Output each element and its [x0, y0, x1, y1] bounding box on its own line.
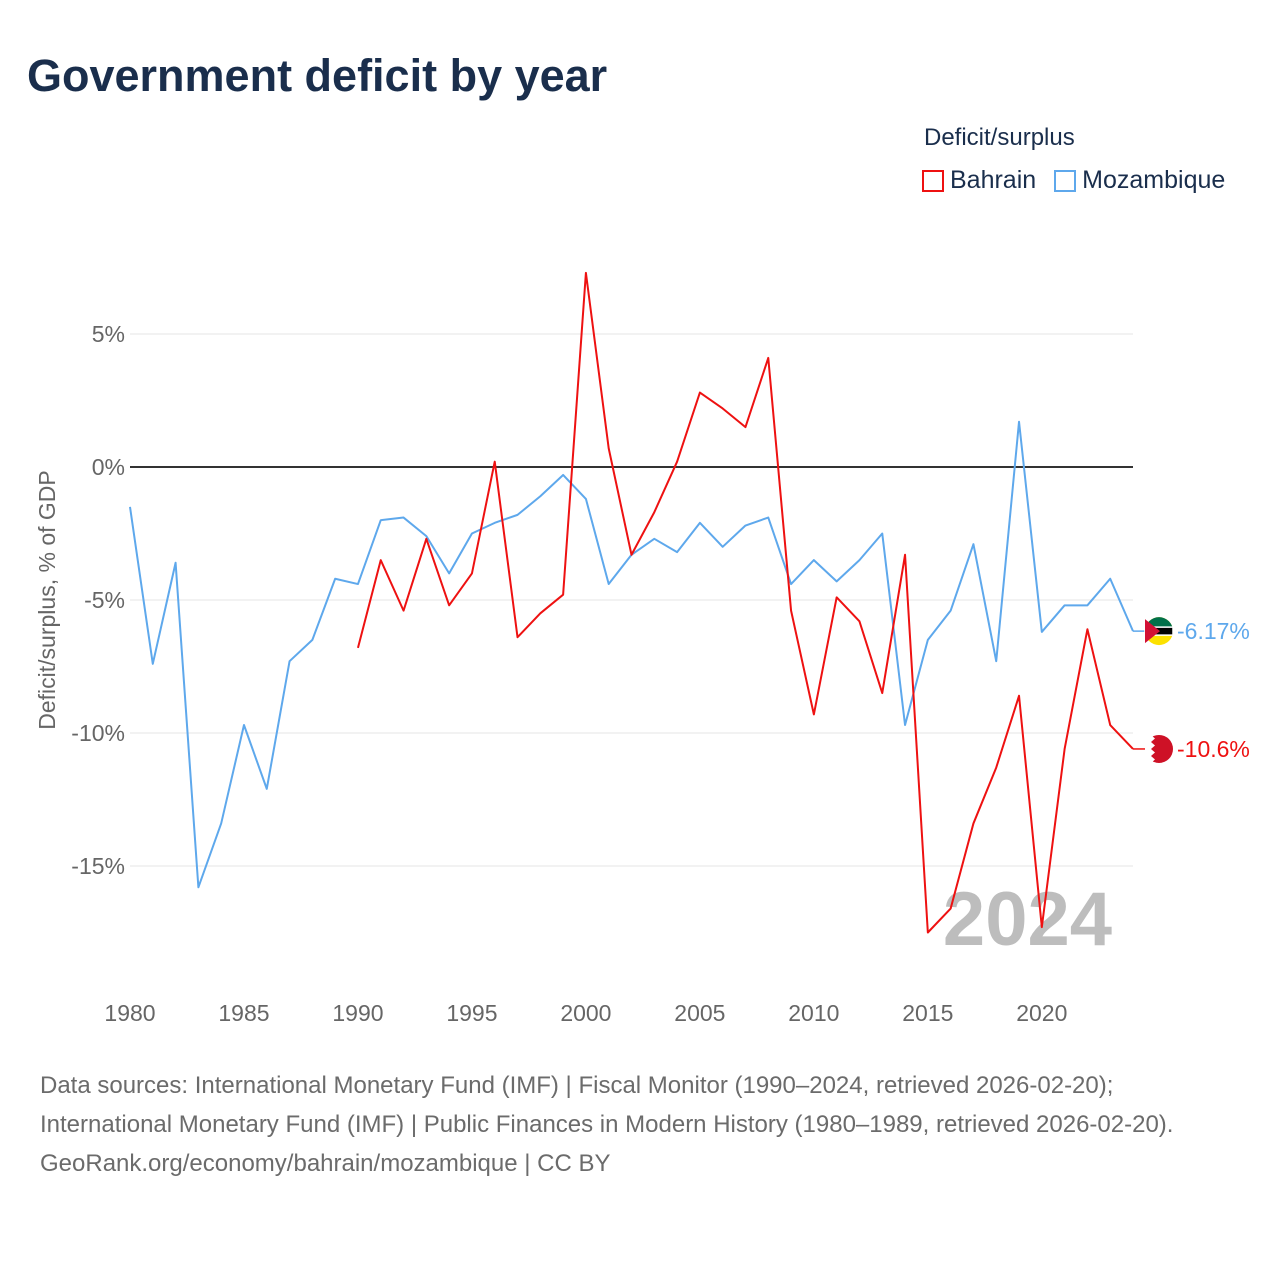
x-tick-label: 2000 [560, 1000, 611, 1026]
source-link[interactable]: GeoRank.org/economy/bahrain/mozambique |… [40, 1150, 611, 1177]
y-tick-label: -10% [71, 720, 125, 746]
legend: Bahrain Mozambique [922, 166, 1225, 195]
end-value-label-bahrain: -10.6% [1177, 736, 1250, 762]
chart-title: Government deficit by year [27, 50, 608, 101]
series-line-mozambique [129, 420, 1134, 889]
sources-text: Data sources: International Monetary Fun… [40, 1072, 1174, 1138]
y-axis-label: Deficit/surplus, % of GDP [34, 470, 60, 729]
end-value-label-mozambique: -6.17% [1177, 618, 1250, 644]
y-tick-label: -15% [71, 853, 125, 879]
x-tick-label: 1980 [104, 1000, 155, 1026]
data-sources: Data sources: International Monetary Fun… [40, 1066, 1240, 1183]
x-tick-label: 2010 [788, 1000, 839, 1026]
series-line-bahrain [356, 271, 1134, 934]
legend-item-bahrain[interactable]: Bahrain [922, 166, 1036, 195]
year-watermark: 2024 [943, 877, 1112, 962]
legend-label: Mozambique [1082, 166, 1226, 194]
legend-label: Bahrain [950, 166, 1037, 194]
y-tick-label: 5% [92, 321, 125, 347]
bahrain-flag-icon [1145, 734, 1173, 763]
x-tick-label: 1990 [332, 1000, 383, 1026]
x-tick-label: 2015 [902, 1000, 953, 1026]
legend-title: Deficit/surplus [924, 124, 1075, 151]
legend-item-mozambique[interactable]: Mozambique [1054, 166, 1225, 195]
x-tick-label: 1995 [446, 1000, 497, 1026]
y-tick-label: 0% [92, 454, 125, 480]
x-tick-label: 2020 [1016, 1000, 1067, 1026]
x-tick-label: 2005 [674, 1000, 725, 1026]
mozambique-flag-triangle [1145, 619, 1160, 644]
x-tick-label: 1985 [218, 1000, 269, 1026]
bahrain-flag-stripe [1145, 734, 1155, 763]
y-tick-label: -5% [84, 587, 125, 613]
legend-swatch-bahrain [922, 169, 944, 192]
legend-swatch-mozambique [1054, 169, 1077, 192]
